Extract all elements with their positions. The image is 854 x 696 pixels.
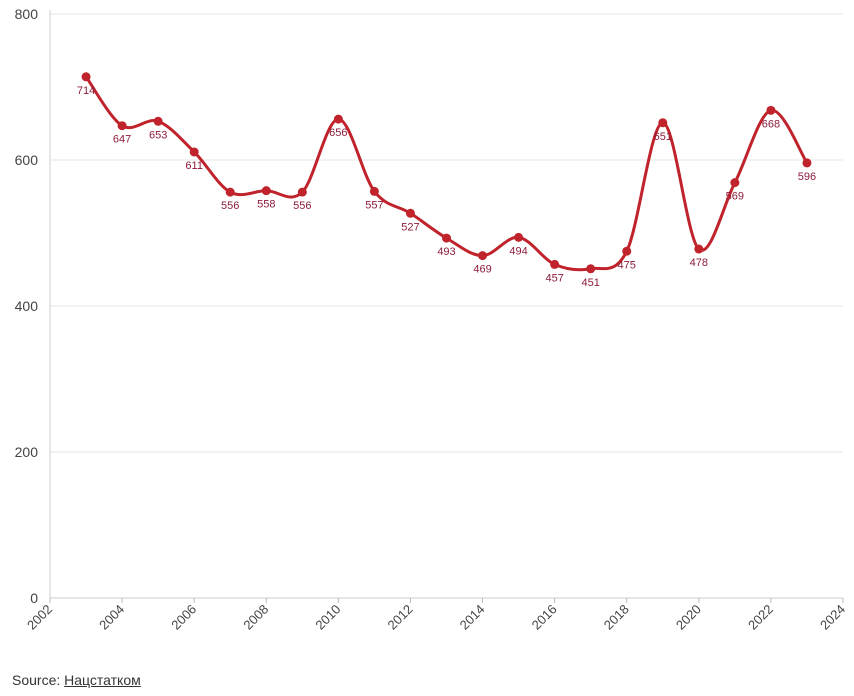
- data-label-2023: 596: [798, 171, 816, 183]
- x-tick-label-4: 2010: [312, 602, 343, 633]
- x-tick-label-7: 2016: [529, 602, 560, 633]
- x-tick-label-9: 2020: [673, 602, 704, 633]
- data-point-2009: [297, 187, 307, 197]
- x-tick-label-6: 2014: [457, 602, 488, 633]
- data-point-2018: [622, 246, 632, 256]
- data-label-2003: 714: [77, 85, 95, 97]
- data-point-2019: [658, 118, 668, 128]
- data-point-2016: [550, 259, 560, 269]
- y-tick-label-3: 600: [15, 152, 39, 168]
- data-label-2008: 558: [257, 199, 275, 211]
- data-point-2007: [225, 187, 235, 197]
- data-points: [81, 72, 812, 274]
- data-label-2016: 457: [545, 272, 563, 284]
- data-point-2012: [405, 208, 415, 218]
- x-tick-label-3: 2008: [240, 602, 271, 633]
- data-label-2019: 651: [654, 131, 672, 143]
- data-point-2015: [514, 232, 524, 242]
- y-tick-label-0: 0: [30, 590, 38, 606]
- data-point-2017: [586, 264, 596, 274]
- x-tick-label-0: 2002: [24, 602, 55, 633]
- data-label-2018: 475: [618, 259, 636, 271]
- data-label-2022: 668: [762, 118, 780, 130]
- data-label-2012: 527: [401, 221, 419, 233]
- data-point-2014: [478, 251, 488, 261]
- data-label-2013: 493: [437, 246, 455, 258]
- data-point-2003: [81, 72, 91, 82]
- y-tick-label-1: 200: [15, 444, 39, 460]
- x-tick-label-1: 2004: [96, 602, 127, 633]
- data-point-2005: [153, 116, 163, 126]
- data-label-2005: 653: [149, 129, 167, 141]
- source-note: Source: Нацстатком: [12, 672, 141, 688]
- data-label-2007: 556: [221, 200, 239, 212]
- gridlines: [50, 13, 843, 599]
- data-point-2011: [369, 186, 379, 196]
- axes: [49, 10, 843, 599]
- data-label-2020: 478: [690, 257, 708, 269]
- x-tick-label-5: 2012: [385, 602, 416, 633]
- data-label-2006: 611: [185, 160, 203, 172]
- source-link[interactable]: Нацстатком: [64, 672, 141, 688]
- source-prefix: Source:: [12, 672, 61, 688]
- y-tick-label-2: 400: [15, 298, 39, 314]
- data-point-2004: [117, 121, 127, 131]
- data-point-2008: [261, 186, 271, 196]
- x-tick-label-11: 2024: [817, 602, 848, 633]
- x-axis-ticks: 2002 2004 2006 2008 2010 2012 2014 2016 2018 2020…: [24, 598, 848, 633]
- y-tick-label-4: 800: [15, 6, 39, 22]
- data-label-2011: 557: [365, 199, 383, 211]
- data-labels: 714 647 653 611 556 558 556 656 557 527 493 469 494 4…: [77, 85, 816, 289]
- x-tick-label-8: 2018: [601, 602, 632, 633]
- data-point-2023: [802, 158, 812, 168]
- data-label-2015: 494: [509, 245, 527, 257]
- data-point-2010: [333, 114, 343, 124]
- data-label-2014: 469: [473, 264, 491, 276]
- data-label-2010: 656: [329, 127, 347, 139]
- data-label-2004: 647: [113, 134, 131, 146]
- data-label-2021: 569: [726, 191, 744, 203]
- x-tick-label-2: 2006: [168, 602, 199, 633]
- data-point-2006: [189, 147, 199, 157]
- data-point-2021: [730, 178, 740, 188]
- data-point-2013: [442, 233, 451, 243]
- data-point-2020: [694, 244, 704, 254]
- x-tick-label-10: 2022: [745, 602, 776, 633]
- data-point-2022: [766, 105, 776, 115]
- y-axis-ticks: 0 200 400 600 800: [15, 6, 39, 606]
- data-label-2017: 451: [582, 277, 600, 289]
- data-label-2009: 556: [293, 200, 311, 212]
